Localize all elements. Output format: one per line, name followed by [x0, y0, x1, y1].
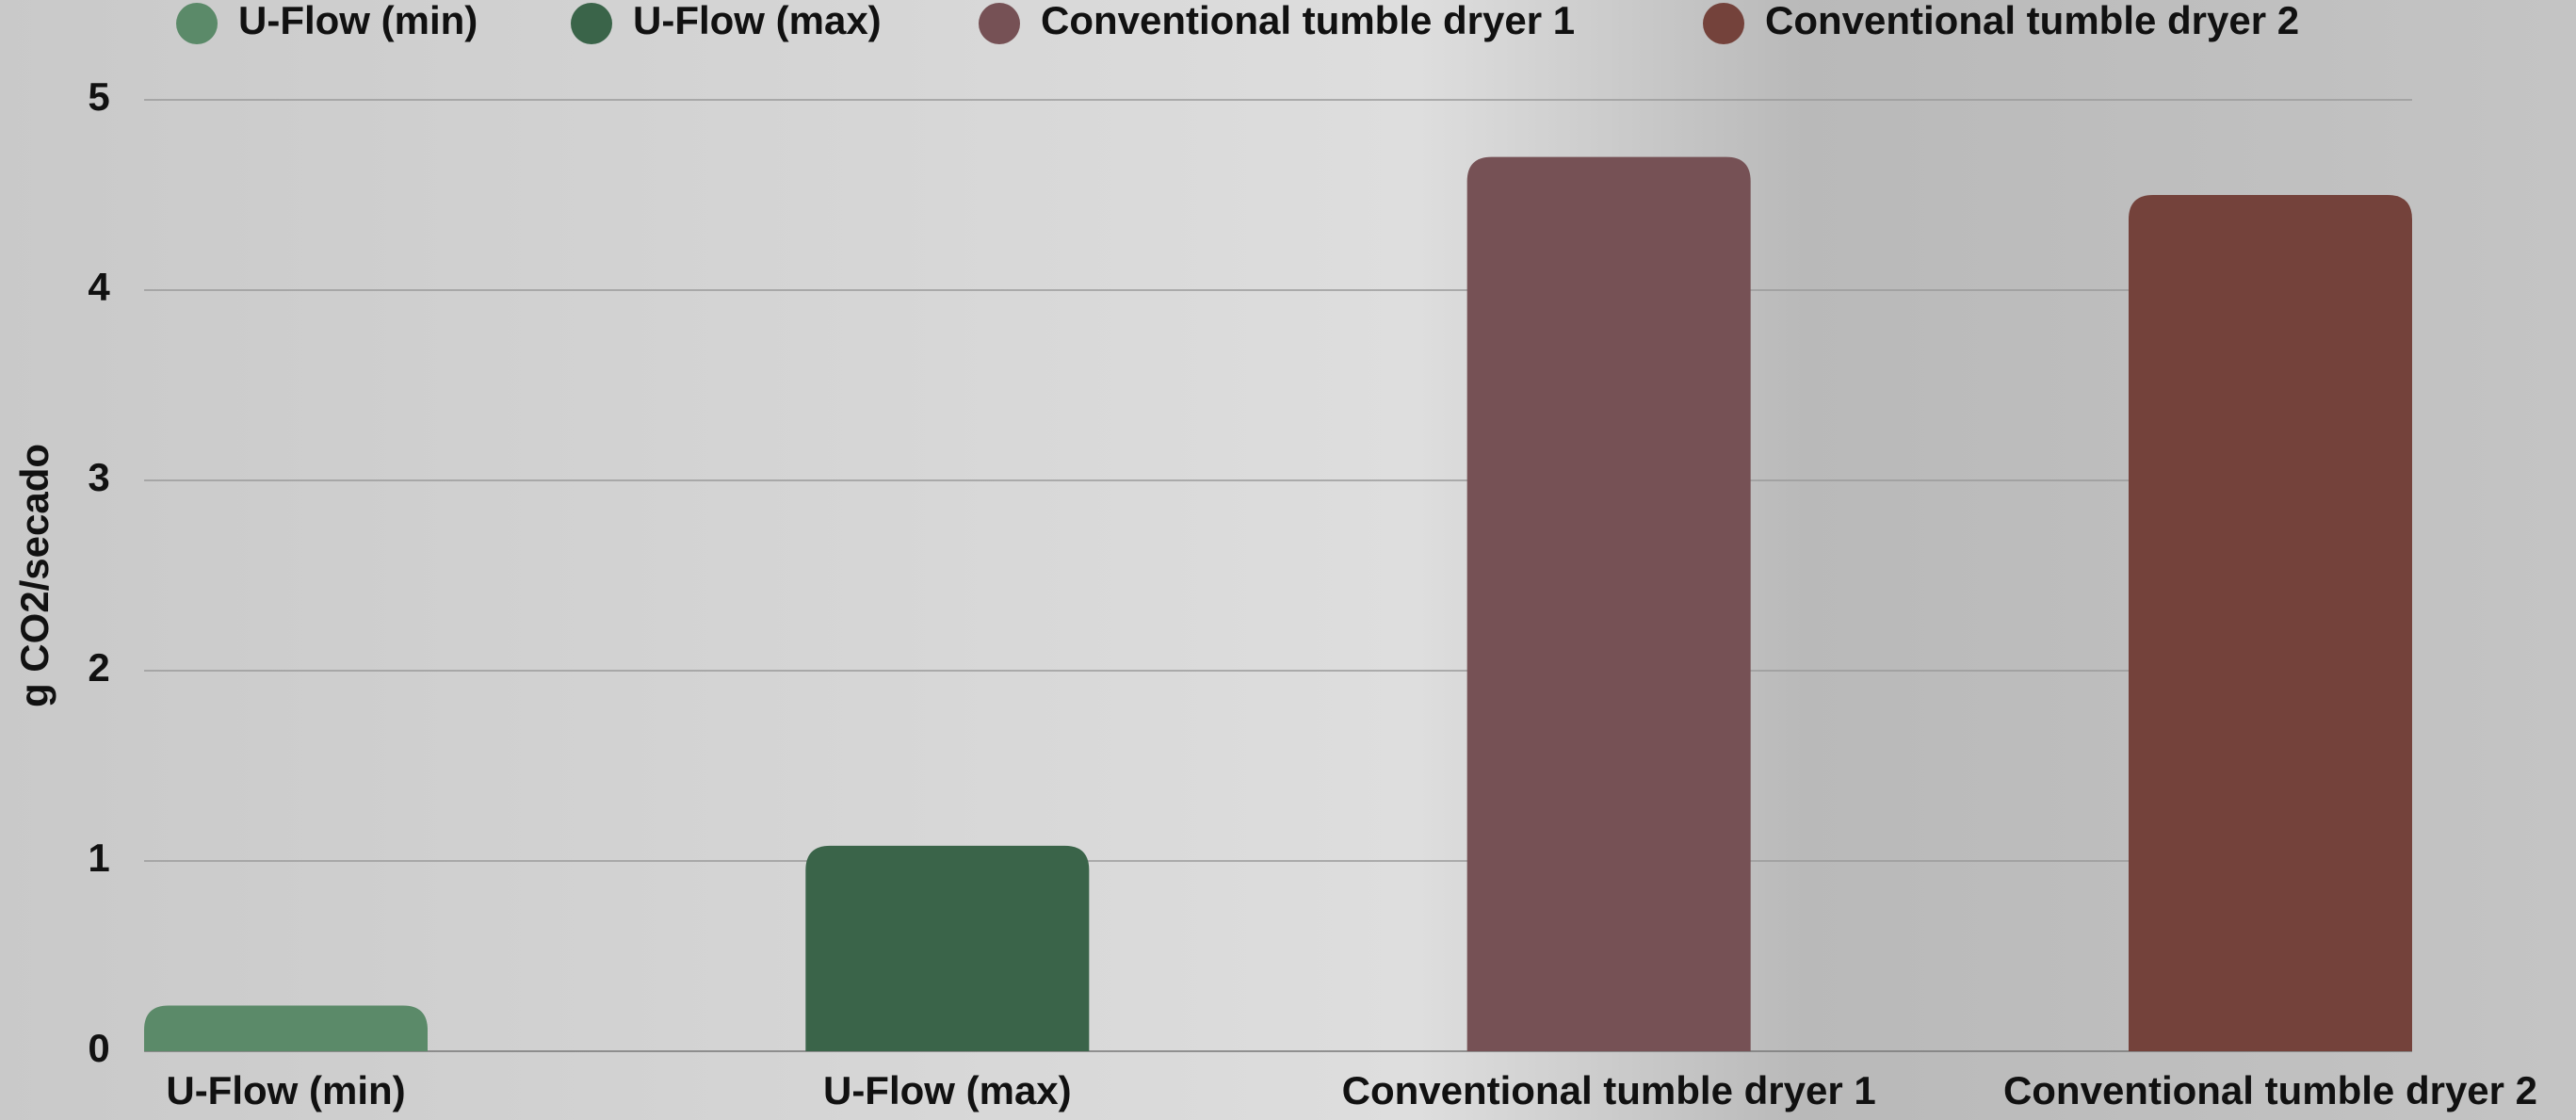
bar: [144, 1005, 428, 1051]
y-tick-label: 5: [88, 74, 109, 119]
x-tick-label: U-Flow (min): [166, 1068, 405, 1112]
y-tick-label: 0: [88, 1026, 109, 1070]
x-tick-label: Conventional tumble dryer 2: [2003, 1068, 2537, 1112]
y-tick-label: 1: [88, 836, 109, 880]
legend-label: Conventional tumble dryer 1: [1041, 0, 1575, 42]
legend-marker: [571, 3, 612, 44]
y-tick-label: 3: [88, 455, 109, 499]
legend-marker: [979, 3, 1020, 44]
bar: [1466, 156, 1751, 1052]
legend-marker: [176, 3, 218, 44]
legend-label: U-Flow (min): [238, 0, 478, 42]
legend-label: U-Flow (max): [633, 0, 882, 42]
bar: [805, 845, 1090, 1051]
x-tick-label: U-Flow (max): [823, 1068, 1072, 1112]
y-tick-label: 4: [88, 265, 110, 309]
y-tick-label: 2: [88, 645, 109, 690]
x-tick-label: Conventional tumble dryer 1: [1342, 1068, 1876, 1112]
bar: [2129, 195, 2412, 1051]
legend-label: Conventional tumble dryer 2: [1765, 0, 2299, 42]
y-axis-label: g CO2/secado: [12, 444, 57, 707]
legend-marker: [1703, 3, 1744, 44]
